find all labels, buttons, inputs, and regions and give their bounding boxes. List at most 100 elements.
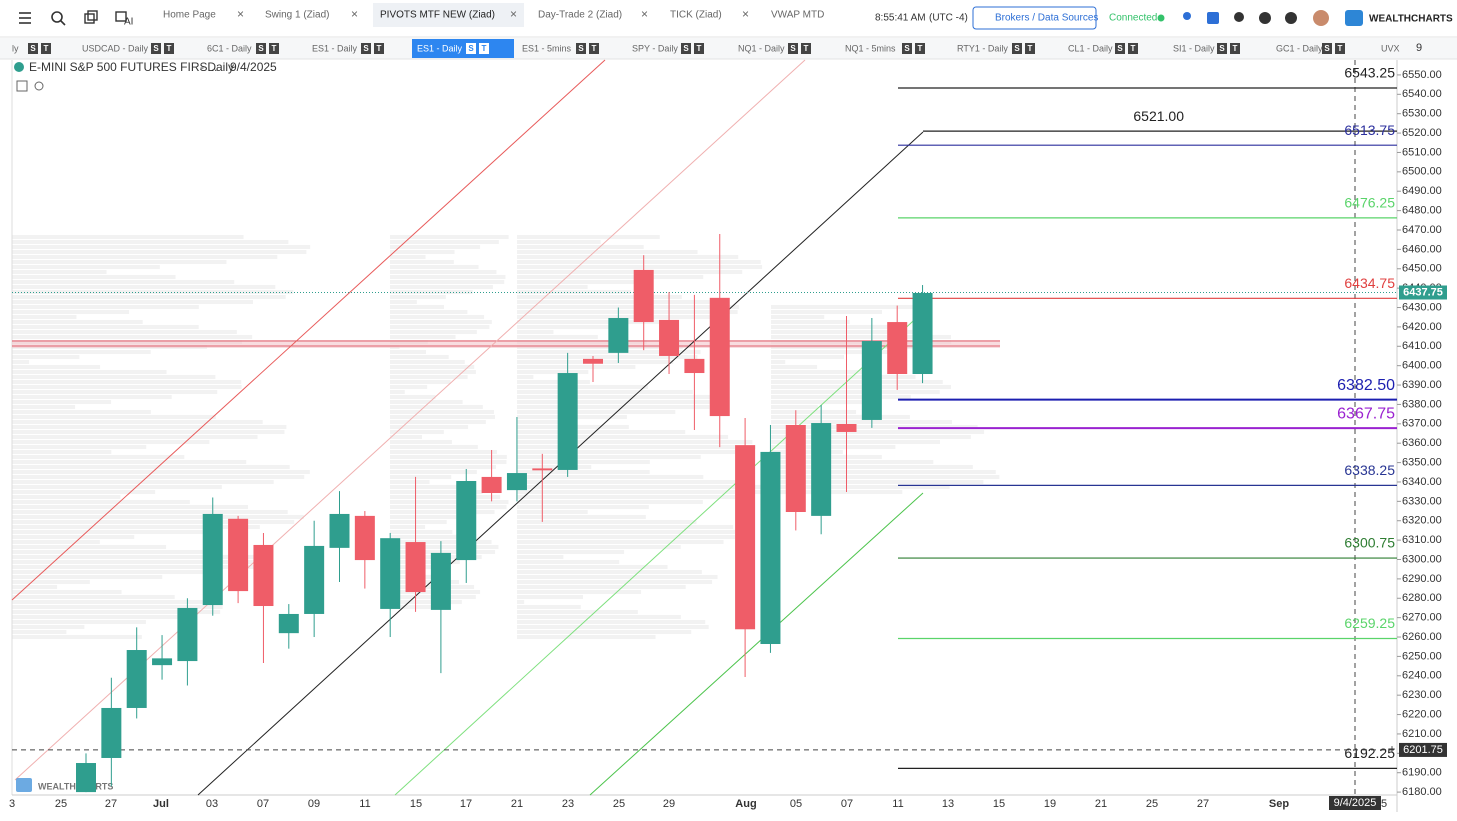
symbol-tab[interactable]: SI1 - Daily bbox=[1173, 43, 1215, 53]
badge[interactable] bbox=[151, 43, 161, 54]
badge-label[interactable]: T bbox=[697, 44, 702, 53]
profile-bar bbox=[390, 460, 507, 464]
candle-body bbox=[836, 424, 857, 432]
symbol-tab[interactable]: RTY1 - Daily bbox=[957, 43, 1008, 53]
symbol-tab[interactable]: ES1 - Daily bbox=[417, 43, 463, 53]
layout-icon[interactable] bbox=[84, 10, 98, 24]
badge-label[interactable]: S bbox=[1117, 44, 1123, 53]
badge[interactable] bbox=[915, 43, 925, 54]
hide-icon[interactable] bbox=[34, 81, 44, 91]
badge-label[interactable]: T bbox=[1028, 44, 1033, 53]
badge-label[interactable]: T bbox=[592, 44, 597, 53]
profile-bar bbox=[12, 595, 175, 599]
y-tick-label: 6350.00 bbox=[1402, 456, 1442, 468]
brokers-label[interactable]: Brokers / Data Sources bbox=[995, 13, 1098, 24]
badge[interactable] bbox=[1128, 43, 1138, 54]
tab-label[interactable]: Day-Trade 2 (Ziad) bbox=[538, 10, 622, 21]
menu-icon[interactable] bbox=[19, 12, 31, 24]
active-tab[interactable] bbox=[373, 3, 524, 27]
toolbar-icons[interactable] bbox=[1183, 12, 1219, 24]
badge-label[interactable]: T bbox=[918, 44, 923, 53]
badge-label[interactable]: T bbox=[44, 44, 49, 53]
badge[interactable] bbox=[576, 43, 586, 54]
symbol-tab[interactable]: ly bbox=[12, 43, 19, 53]
badge-label[interactable]: S bbox=[1324, 44, 1330, 53]
badge-label[interactable]: T bbox=[272, 44, 277, 53]
tab-label[interactable]: VWAP MTD bbox=[771, 10, 824, 21]
symbol-tab[interactable]: SPY - Daily bbox=[632, 43, 678, 53]
badge-label[interactable]: S bbox=[153, 44, 159, 53]
badge-label[interactable]: T bbox=[377, 44, 382, 53]
badge[interactable] bbox=[902, 43, 912, 54]
badge-label[interactable]: S bbox=[578, 44, 584, 53]
symbol-tab[interactable]: 6C1 - Daily bbox=[207, 43, 252, 53]
badge[interactable] bbox=[801, 43, 811, 54]
badge-label[interactable]: T bbox=[482, 44, 487, 53]
profile-bar bbox=[12, 565, 258, 569]
badge[interactable] bbox=[589, 43, 599, 54]
ai-icon[interactable] bbox=[115, 11, 127, 22]
tab-label[interactable]: TICK (Ziad) bbox=[670, 10, 722, 21]
symbol-tab[interactable]: USDCAD - Daily bbox=[82, 43, 149, 53]
watermark: WEALTHCHARTS bbox=[38, 781, 113, 791]
tab-label[interactable]: Swing 1 (Ziad) bbox=[265, 10, 329, 21]
expand-icon[interactable] bbox=[16, 80, 28, 92]
tab-close[interactable]: × bbox=[641, 7, 648, 21]
search-icon[interactable] bbox=[51, 11, 66, 26]
badge-label[interactable]: S bbox=[790, 44, 796, 53]
badge[interactable] bbox=[1115, 43, 1125, 54]
tab-close[interactable]: × bbox=[510, 7, 517, 21]
trend-line bbox=[394, 311, 924, 796]
tab-label[interactable]: Home Page bbox=[163, 10, 216, 21]
tab-close[interactable]: × bbox=[351, 7, 358, 21]
symbol-tab[interactable]: GC1 - Daily bbox=[1276, 43, 1323, 53]
badge-label[interactable]: S bbox=[363, 44, 369, 53]
badge[interactable] bbox=[41, 43, 51, 54]
badge-label[interactable]: T bbox=[1233, 44, 1238, 53]
badge-label[interactable]: T bbox=[804, 44, 809, 53]
symbol-tab[interactable]: UVX bbox=[1381, 43, 1400, 53]
badge-label[interactable]: T bbox=[167, 44, 172, 53]
badge[interactable] bbox=[1335, 43, 1345, 54]
badge[interactable] bbox=[1025, 43, 1035, 54]
badge[interactable] bbox=[28, 43, 38, 54]
brokers-button[interactable] bbox=[972, 6, 1097, 30]
badge[interactable] bbox=[479, 43, 489, 54]
badge-label[interactable]: T bbox=[1338, 44, 1343, 53]
profile-bar bbox=[517, 240, 601, 244]
toolbar-icons[interactable] bbox=[1234, 10, 1329, 26]
badge[interactable] bbox=[1217, 43, 1227, 54]
symbol-tab[interactable]: ES1 - Daily bbox=[312, 43, 358, 53]
badge[interactable] bbox=[1322, 43, 1332, 54]
badge-label[interactable]: S bbox=[258, 44, 264, 53]
badge[interactable] bbox=[788, 43, 798, 54]
tab-close[interactable]: × bbox=[237, 7, 244, 21]
symbol-tab[interactable]: NQ1 - Daily bbox=[738, 43, 785, 53]
badge-label[interactable]: S bbox=[1014, 44, 1020, 53]
badge[interactable] bbox=[269, 43, 279, 54]
badge[interactable] bbox=[256, 43, 266, 54]
badge-label[interactable]: S bbox=[904, 44, 910, 53]
profile-bar bbox=[390, 325, 490, 329]
tab-label[interactable]: PIVOTS MTF NEW (Ziad) bbox=[380, 10, 495, 21]
badge-label[interactable]: S bbox=[30, 44, 36, 53]
badge-label[interactable]: S bbox=[468, 44, 474, 53]
badge[interactable] bbox=[681, 43, 691, 54]
price-level-label: 6434.75 bbox=[1344, 275, 1395, 291]
badge-label[interactable]: T bbox=[1131, 44, 1136, 53]
badge[interactable] bbox=[1230, 43, 1240, 54]
badge-label[interactable]: S bbox=[683, 44, 689, 53]
profile-bar bbox=[517, 435, 729, 439]
symbol-tab[interactable]: CL1 - Daily bbox=[1068, 43, 1113, 53]
badge[interactable] bbox=[361, 43, 371, 54]
badge[interactable] bbox=[466, 43, 476, 54]
symbol-tab[interactable]: NQ1 - 5mins bbox=[845, 43, 896, 53]
badge[interactable] bbox=[164, 43, 174, 54]
badge[interactable] bbox=[694, 43, 704, 54]
badge[interactable] bbox=[1012, 43, 1022, 54]
tab-close[interactable]: × bbox=[742, 7, 749, 21]
badge-label[interactable]: S bbox=[1219, 44, 1225, 53]
symbol-tab[interactable]: ES1 - 5mins bbox=[522, 43, 572, 53]
more-tabs[interactable]: 9 bbox=[1416, 42, 1422, 54]
badge[interactable] bbox=[374, 43, 384, 54]
